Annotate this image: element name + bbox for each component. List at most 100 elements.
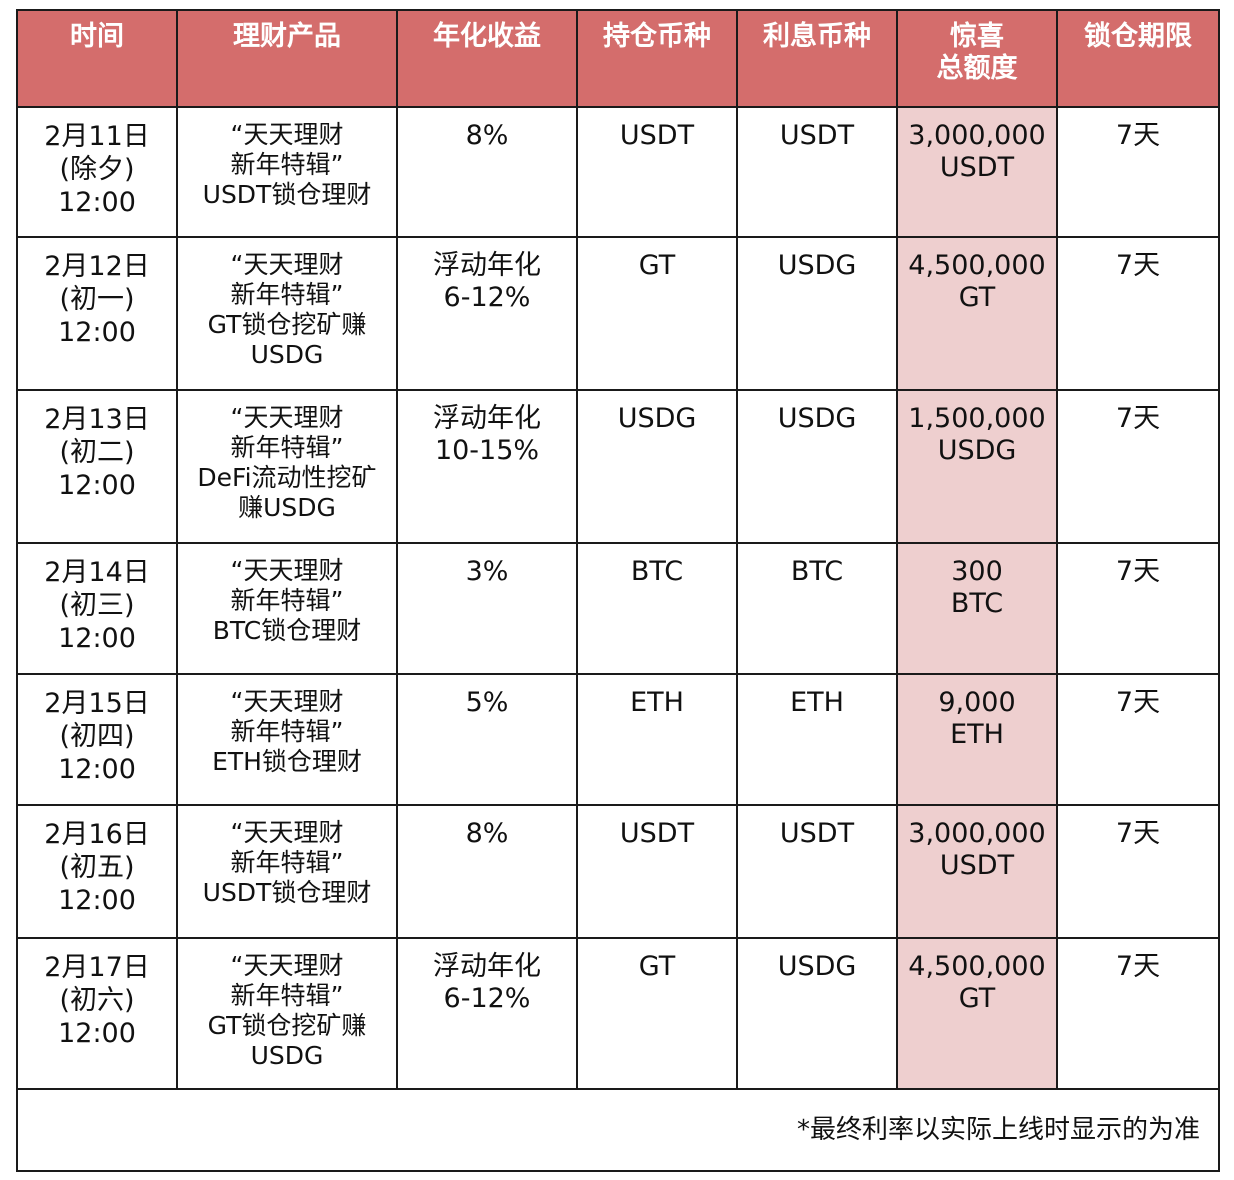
date-cell: 2月15日 (初四) 12:00 xyxy=(16,673,178,806)
lock-period-cell: 7天 xyxy=(1056,236,1220,391)
lock-period-cell: 7天 xyxy=(1056,937,1220,1090)
apy-cell: 8% xyxy=(396,106,578,238)
date-cell-line: (初三) xyxy=(59,590,135,621)
table-row: 2月17日 (初六) 12:00 “天天理财 新年特辑” GT锁仓挖矿赚 USDG 浮动年化 6… xyxy=(16,937,1220,1090)
product-cell: “天天理财 新年特辑” USDT锁仓理财 xyxy=(176,106,398,238)
bonus-total-cell-line: ETH xyxy=(950,719,1004,750)
hold-coin-cell: GT xyxy=(576,236,738,391)
table-row: 2月11日 (除夕) 12:00 “天天理财 新年特辑” USDT锁仓理财 8% USDT US… xyxy=(16,106,1220,238)
date-cell-line: 12:00 xyxy=(58,754,136,785)
interest-coin-cell-line: USDG xyxy=(777,403,857,434)
lock-period-cell-line: 7天 xyxy=(1115,120,1161,151)
date-cell: 2月14日 (初三) 12:00 xyxy=(16,542,178,675)
product-cell: “天天理财 新年特辑” BTC锁仓理财 xyxy=(176,542,398,675)
bonus-total-cell-line: 3,000,000 xyxy=(908,120,1046,151)
lock-period-cell-line: 7天 xyxy=(1115,818,1161,849)
header-label: 利息币种 xyxy=(763,21,871,52)
lock-period-cell-line: 7天 xyxy=(1115,951,1161,982)
header-label: 年化收益 xyxy=(433,21,541,52)
date-cell-line: 2月13日 xyxy=(44,404,150,435)
product-cell-line: USDT锁仓理财 xyxy=(202,180,372,209)
interest-coin-cell-line: USDG xyxy=(777,250,857,281)
hold-coin-cell-line: USDT xyxy=(619,120,695,151)
apy-cell: 5% xyxy=(396,673,578,806)
date-cell-line: 12:00 xyxy=(58,470,136,501)
interest-coin-cell-line: USDT xyxy=(779,818,855,849)
table-body: 2月11日 (除夕) 12:00 “天天理财 新年特辑” USDT锁仓理财 8% USDT US… xyxy=(16,106,1220,1090)
bonus-total-cell: 3,000,000 USDT xyxy=(896,106,1058,238)
lock-period-cell-line: 7天 xyxy=(1115,556,1161,587)
apy-cell-line: 浮动年化 xyxy=(433,403,541,434)
hold-coin-cell: ETH xyxy=(576,673,738,806)
date-cell: 2月11日 (除夕) 12:00 xyxy=(16,106,178,238)
product-cell-line: “天天理财 xyxy=(230,403,344,432)
date-cell-line: 2月11日 xyxy=(44,121,150,152)
apy-cell-line: 3% xyxy=(465,556,509,587)
hold-coin-cell: USDG xyxy=(576,389,738,544)
interest-coin-cell-line: USDG xyxy=(777,951,857,982)
date-cell-line: (初五) xyxy=(59,852,135,883)
hold-coin-cell: GT xyxy=(576,937,738,1090)
date-cell-line: 2月12日 xyxy=(44,251,150,282)
hold-coin-cell: USDT xyxy=(576,804,738,939)
product-cell-line: 新年特辑” xyxy=(230,848,344,877)
bonus-total-cell-line: 9,000 xyxy=(938,687,1016,718)
hold-coin-cell-line: USDT xyxy=(619,818,695,849)
product-cell-line: “天天理财 xyxy=(230,556,344,585)
date-cell: 2月12日 (初一) 12:00 xyxy=(16,236,178,391)
product-cell-line: “天天理财 xyxy=(230,250,344,279)
date-cell-line: 2月14日 xyxy=(44,557,150,588)
date-cell-line: (初一) xyxy=(59,284,135,315)
bonus-total-cell-line: USDT xyxy=(939,152,1015,183)
header-label: 时间 xyxy=(70,21,124,52)
apy-cell: 浮动年化 6-12% xyxy=(396,236,578,391)
apy-cell: 浮动年化 6-12% xyxy=(396,937,578,1090)
date-cell-line: 2月15日 xyxy=(44,688,150,719)
product-cell: “天天理财 新年特辑” ETH锁仓理财 xyxy=(176,673,398,806)
product-cell-line: “天天理财 xyxy=(230,687,344,716)
product-cell: “天天理财 新年特辑” GT锁仓挖矿赚 USDG xyxy=(176,937,398,1090)
product-cell-line: ETH锁仓理财 xyxy=(212,747,362,776)
date-cell: 2月13日 (初二) 12:00 xyxy=(16,389,178,544)
bonus-total-cell-line: GT xyxy=(958,983,996,1014)
date-cell-line: 12:00 xyxy=(58,885,136,916)
hold-coin-cell-line: USDG xyxy=(617,403,697,434)
product-cell-line: “天天理财 xyxy=(230,951,344,980)
apy-cell-line: 10-15% xyxy=(434,435,540,466)
bonus-total-cell: 1,500,000 USDG xyxy=(896,389,1058,544)
apy-cell: 浮动年化 10-15% xyxy=(396,389,578,544)
hold-coin-cell-line: GT xyxy=(638,250,676,281)
header-label: 理财产品 xyxy=(233,21,341,52)
date-cell-line: 12:00 xyxy=(58,187,136,218)
lock-period-cell-line: 7天 xyxy=(1115,687,1161,718)
hold-coin-cell-line: BTC xyxy=(630,556,684,587)
interest-coin-cell: BTC xyxy=(736,542,898,675)
header-hold-coin: 持仓币种 xyxy=(576,9,738,108)
date-cell: 2月17日 (初六) 12:00 xyxy=(16,937,178,1090)
table-row: 2月13日 (初二) 12:00 “天天理财 新年特辑” DeFi流动性挖矿 赚USDG 浮动… xyxy=(16,389,1220,544)
date-cell-line: (初四) xyxy=(59,721,135,752)
bonus-total-cell-line: 3,000,000 xyxy=(908,818,1046,849)
bonus-total-cell: 4,500,000 GT xyxy=(896,937,1058,1090)
table-row: 2月12日 (初一) 12:00 “天天理财 新年特辑” GT锁仓挖矿赚 USDG 浮动年化 6… xyxy=(16,236,1220,391)
date-cell: 2月16日 (初五) 12:00 xyxy=(16,804,178,939)
hold-coin-cell: BTC xyxy=(576,542,738,675)
product-cell-line: USDG xyxy=(250,1041,324,1070)
product-cell: “天天理财 新年特辑” USDT锁仓理财 xyxy=(176,804,398,939)
interest-coin-cell-line: USDT xyxy=(779,120,855,151)
apy-cell-line: 6-12% xyxy=(443,282,531,313)
bonus-total-cell: 4,500,000 GT xyxy=(896,236,1058,391)
interest-coin-cell: USDG xyxy=(736,937,898,1090)
product-cell-line: “天天理财 xyxy=(230,818,344,847)
bonus-total-cell-line: 300 xyxy=(951,556,1003,587)
product-schedule-table: 时间 理财产品 年化收益 持仓币种 利息币种 惊喜 总额度 锁仓期限 2月11日 (除夕) 12:… xyxy=(16,9,1220,1172)
product-cell-line: DeFi流动性挖矿 xyxy=(197,463,377,492)
header-bonus-total: 惊喜 总额度 xyxy=(896,9,1058,108)
bonus-total-cell: 9,000 ETH xyxy=(896,673,1058,806)
product-cell-line: 新年特辑” xyxy=(230,280,344,309)
interest-coin-cell-line: BTC xyxy=(790,556,844,587)
interest-coin-cell: USDT xyxy=(736,804,898,939)
date-cell-line: 12:00 xyxy=(58,623,136,654)
date-cell-line: 12:00 xyxy=(58,1018,136,1049)
product-cell-line: “天天理财 xyxy=(230,120,344,149)
